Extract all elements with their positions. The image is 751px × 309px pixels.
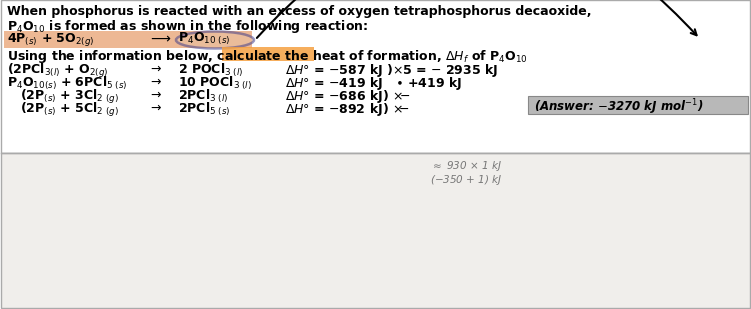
Text: $\Delta H°$ = $-$686 kJ) $\times\!\!\!-$: $\Delta H°$ = $-$686 kJ) $\times\!\!\!-$: [285, 88, 410, 105]
Text: $\Delta H°$ = $-$587 kJ )$\times$5 = $-$ 2935 kJ: $\Delta H°$ = $-$587 kJ )$\times$5 = $-$…: [285, 62, 498, 79]
Bar: [4, 31, 252, 48]
Text: 10 POCl$_{3\ (l)}$: 10 POCl$_{3\ (l)}$: [178, 75, 252, 92]
Text: P$_4$O$_{10\ (s)}$: P$_4$O$_{10\ (s)}$: [178, 31, 231, 47]
Text: $\approx$ 930 $\times$ 1 kJ: $\approx$ 930 $\times$ 1 kJ: [430, 159, 502, 173]
Text: P$_4$O$_{10(s)}$ + 6PCl$_{5\ (s)}$: P$_4$O$_{10(s)}$ + 6PCl$_{5\ (s)}$: [7, 75, 128, 92]
Text: ($-$350 + 1) kJ: ($-$350 + 1) kJ: [430, 173, 502, 187]
Text: (2P$_{(s)}$ + 3Cl$_{2\ (g)}$: (2P$_{(s)}$ + 3Cl$_{2\ (g)}$: [20, 88, 119, 106]
Text: $\Delta H°$ = $-$892 kJ) $\times\!\!\!-$: $\Delta H°$ = $-$892 kJ) $\times\!\!\!-$: [285, 101, 410, 118]
Text: 2 POCl$_{3\ (l)}$: 2 POCl$_{3\ (l)}$: [178, 62, 243, 79]
Text: (2P$_{(s)}$ + 5Cl$_{2\ (g)}$: (2P$_{(s)}$ + 5Cl$_{2\ (g)}$: [20, 101, 119, 119]
Text: Using the information below, calculate the heat of formation, $\Delta H_f$ of P$: Using the information below, calculate t…: [7, 48, 528, 65]
Text: 2PCl$_{5\ (s)}$: 2PCl$_{5\ (s)}$: [178, 101, 231, 118]
FancyBboxPatch shape: [527, 95, 747, 113]
Text: $\rightarrow$: $\rightarrow$: [148, 75, 162, 88]
Text: 4P$_{(s)}$ + 5O$_{2(g)}$: 4P$_{(s)}$ + 5O$_{2(g)}$: [7, 31, 95, 48]
Text: (Answer: $-$3270 kJ mol$^{-1}$): (Answer: $-$3270 kJ mol$^{-1}$): [534, 97, 704, 116]
Bar: [1, 153, 750, 308]
Ellipse shape: [176, 32, 254, 49]
Text: $\rightarrow$: $\rightarrow$: [148, 62, 162, 75]
Text: When phosphorus is reacted with an excess of oxygen tetraphosphorus decaoxide,: When phosphorus is reacted with an exces…: [7, 5, 592, 18]
Bar: [222, 47, 314, 61]
Text: $\Delta H°$ = $-$419 kJ   $\bullet$ +419 kJ: $\Delta H°$ = $-$419 kJ $\bullet$ +419 k…: [285, 75, 463, 92]
Text: $\rightarrow$: $\rightarrow$: [148, 101, 162, 114]
Text: (2PCl$_{3(l)}$ + O$_{2(g)}$: (2PCl$_{3(l)}$ + O$_{2(g)}$: [7, 62, 108, 80]
Text: $\rightarrow$: $\rightarrow$: [148, 88, 162, 101]
Bar: [1, 0, 750, 153]
Text: $\longrightarrow$: $\longrightarrow$: [148, 31, 172, 45]
Text: P$_4$O$_{10}$ is formed as shown in the following reaction:: P$_4$O$_{10}$ is formed as shown in the …: [7, 18, 368, 35]
Text: 2PCl$_{3\ (l)}$: 2PCl$_{3\ (l)}$: [178, 88, 228, 105]
